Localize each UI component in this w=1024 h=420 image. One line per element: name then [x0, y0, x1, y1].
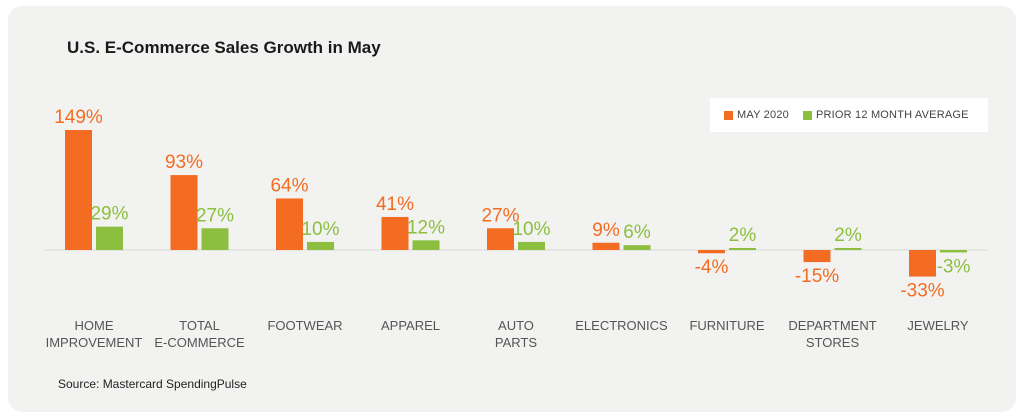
chart-title: U.S. E-Commerce Sales Growth in May	[67, 38, 381, 57]
data-label-prior-average-footwear: 10%	[301, 219, 339, 240]
bar-may-2020-total-e-commerce	[170, 175, 198, 250]
data-label-may-2020-electronics: 9%	[592, 220, 620, 241]
category-label-apparel: APPAREL	[381, 318, 440, 333]
category-label-department-stores: DEPARTMENT STORES	[788, 318, 876, 350]
data-label-may-2020-apparel: 41%	[376, 194, 414, 215]
bar-may-2020-electronics	[592, 242, 620, 250]
data-label-prior-average-auto-parts: 10%	[512, 219, 550, 240]
bar-prior-average-home-improvement	[96, 226, 123, 250]
bar-prior-average-department-stores	[834, 248, 862, 250]
bar-prior-average-jewelry	[940, 250, 967, 253]
category-label-total-e-commerce: TOTAL E-COMMERCE	[154, 318, 245, 350]
legend-swatch-may-2020	[724, 110, 733, 120]
bar-may-2020-apparel	[381, 216, 409, 250]
legend-item-prior-average: PRIOR 12 MONTH AVERAGE	[802, 109, 969, 121]
data-label-prior-average-electronics: 6%	[623, 222, 651, 243]
data-label-may-2020-footwear: 64%	[270, 175, 308, 196]
bar-prior-average-apparel	[412, 240, 440, 250]
bar-may-2020-jewelry	[909, 250, 936, 277]
data-label-may-2020-auto-parts: 27%	[481, 205, 519, 226]
data-label-prior-average-jewelry: -3%	[937, 256, 971, 277]
data-label-may-2020-department-stores: -15%	[795, 266, 839, 287]
data-label-prior-average-total-e-commerce: 27%	[196, 205, 234, 226]
category-label-auto-parts: AUTO PARTS	[495, 318, 537, 350]
bar-may-2020-furniture	[698, 250, 725, 254]
data-label-may-2020-jewelry: -33%	[900, 281, 944, 302]
legend: MAY 2020 PRIOR 12 MONTH AVERAGE	[710, 98, 988, 132]
bar-may-2020-auto-parts	[487, 228, 514, 250]
data-label-prior-average-home-improvement: 29%	[90, 204, 128, 225]
legend-label-prior-average: PRIOR 12 MONTH AVERAGE	[815, 109, 969, 121]
data-label-prior-average-department-stores: 2%	[834, 225, 862, 246]
category-label-home-improvement: HOME IMPROVEMENT	[46, 318, 143, 350]
category-label-footwear: FOOTWEAR	[267, 318, 342, 333]
source-note: Source: Mastercard SpendingPulse	[58, 377, 247, 391]
legend-label-may-2020: MAY 2020	[737, 109, 789, 121]
bar-prior-average-electronics	[623, 245, 651, 250]
bar-may-2020-home-improvement	[65, 130, 92, 250]
data-label-may-2020-home-improvement: 149%	[54, 107, 103, 128]
bar-prior-average-total-e-commerce	[201, 228, 229, 250]
bar-prior-average-auto-parts	[518, 241, 545, 250]
bar-prior-average-furniture	[729, 248, 756, 250]
legend-item-may-2020: MAY 2020	[724, 109, 789, 121]
bar-may-2020-department-stores	[803, 250, 831, 263]
legend-swatch-prior-average	[802, 110, 812, 120]
category-label-furniture: FURNITURE	[689, 318, 764, 333]
bar-prior-average-footwear	[307, 241, 334, 250]
data-label-prior-average-apparel: 12%	[407, 217, 445, 238]
data-label-prior-average-furniture: 2%	[729, 225, 757, 246]
category-label-electronics: ELECTRONICS	[575, 318, 668, 333]
bar-may-2020-footwear	[276, 198, 303, 250]
data-label-may-2020-furniture: -4%	[695, 257, 729, 278]
category-label-jewelry: JEWELRY	[907, 318, 968, 333]
data-label-may-2020-total-e-commerce: 93%	[165, 152, 203, 173]
